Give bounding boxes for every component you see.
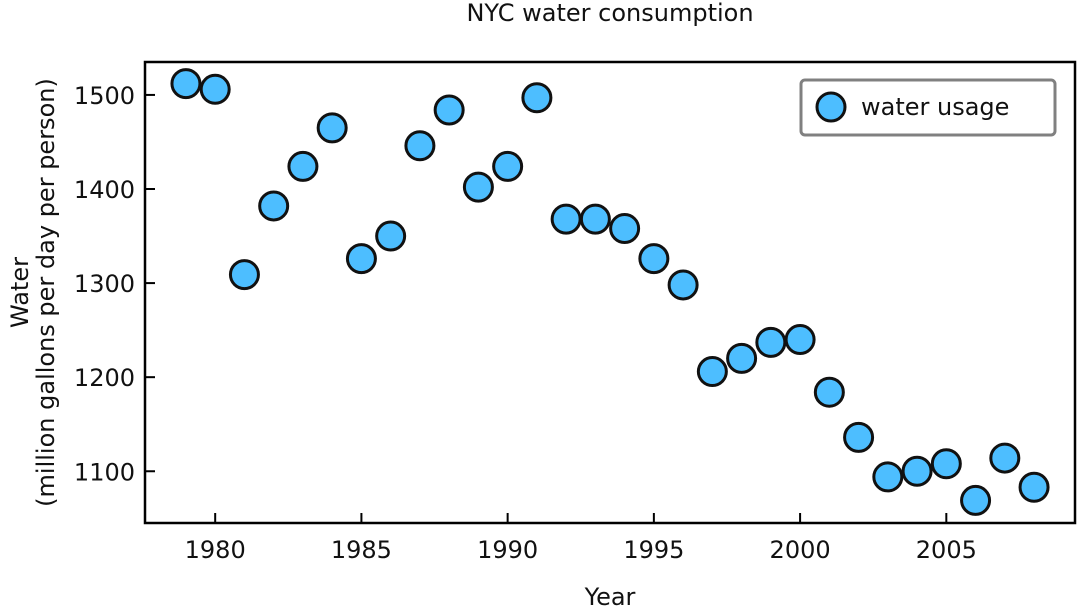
legend-marker xyxy=(815,91,847,123)
data-point xyxy=(696,356,728,388)
chart-title: NYC water consumption xyxy=(466,0,753,27)
x-tick-label: 2000 xyxy=(770,536,831,564)
data-point xyxy=(609,213,641,245)
x-axis-label: Year xyxy=(584,583,636,611)
legend: water usage xyxy=(799,78,1057,137)
data-point xyxy=(784,324,816,356)
data-point xyxy=(901,455,933,487)
x-tick-label: 1980 xyxy=(185,536,246,564)
x-tick-label: 1990 xyxy=(477,536,538,564)
data-point xyxy=(228,259,260,291)
data-point xyxy=(930,448,962,480)
data-point xyxy=(404,130,436,162)
data-point xyxy=(375,220,407,252)
data-point xyxy=(960,484,992,516)
data-point xyxy=(287,150,319,182)
data-point xyxy=(872,461,904,493)
x-tick-label: 1985 xyxy=(331,536,392,564)
y-tick-label: 1500 xyxy=(74,82,135,110)
data-point xyxy=(462,171,494,203)
data-point xyxy=(345,243,377,275)
y-axis-label-line2: (million gallons per day per person) xyxy=(32,78,60,507)
plot-area-frame xyxy=(143,60,1077,525)
data-point xyxy=(433,94,465,126)
data-point xyxy=(316,112,348,144)
data-point xyxy=(667,269,699,301)
x-tick-label: 2005 xyxy=(916,536,977,564)
data-point xyxy=(1018,471,1050,503)
data-point xyxy=(813,376,845,408)
data-point xyxy=(755,326,787,358)
y-tick-label: 1200 xyxy=(74,364,135,392)
data-point xyxy=(521,82,553,114)
data-point xyxy=(726,342,758,374)
data-point xyxy=(989,442,1021,474)
data-point xyxy=(550,203,582,235)
data-point xyxy=(579,203,611,235)
legend-label: water usage xyxy=(861,93,1009,121)
y-tick-label: 1400 xyxy=(74,176,135,204)
y-tick-label: 1300 xyxy=(74,270,135,298)
y-axis-label-line1: Water xyxy=(6,257,34,328)
data-points xyxy=(170,68,1050,516)
axis-ticks: 1980 1985 1990 1995 2000 2005 1100 1200 1300 1400… xyxy=(74,82,977,564)
data-point xyxy=(258,190,290,222)
data-point xyxy=(170,68,202,100)
data-point xyxy=(638,243,670,275)
data-point xyxy=(492,150,524,182)
x-tick-label: 1995 xyxy=(623,536,684,564)
legend-box xyxy=(799,78,1057,137)
data-point xyxy=(199,73,231,105)
data-point xyxy=(843,421,875,453)
y-tick-label: 1100 xyxy=(74,458,135,486)
